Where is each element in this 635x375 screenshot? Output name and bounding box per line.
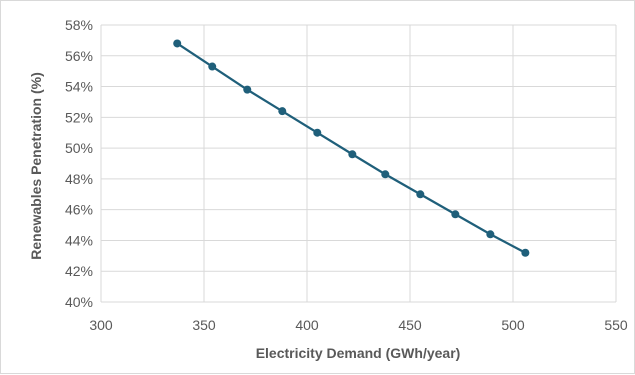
data-series [173, 39, 530, 257]
x-tick-label: 450 [398, 317, 422, 333]
data-point [381, 170, 390, 179]
x-tick-label: 350 [192, 317, 216, 333]
y-tick-label: 50% [65, 140, 93, 156]
y-tick-label: 46% [65, 202, 93, 218]
x-tick-label: 400 [295, 317, 319, 333]
data-point [313, 128, 322, 137]
data-point [243, 85, 252, 94]
data-point [451, 210, 460, 219]
x-axis-title: Electricity Demand (GWh/year) [256, 345, 461, 361]
y-tick-label: 58% [65, 17, 93, 33]
gridlines [100, 24, 617, 303]
x-tick-label: 550 [604, 317, 628, 333]
data-point [521, 248, 530, 257]
data-point [486, 230, 495, 239]
data-point [348, 150, 357, 159]
y-tick-label: 54% [65, 79, 93, 95]
y-tick-label: 56% [65, 48, 93, 64]
x-tick-label: 500 [501, 317, 525, 333]
x-tick-labels: 300 350 400 450 500 550 [89, 317, 628, 333]
y-tick-label: 40% [65, 294, 93, 310]
x-tick-label: 300 [89, 317, 113, 333]
data-point [208, 62, 217, 71]
y-tick-label: 48% [65, 171, 93, 187]
data-point [416, 190, 425, 199]
data-point [278, 107, 287, 116]
y-axis-title: Renewables Penetration (%) [28, 72, 44, 260]
data-point [173, 39, 182, 48]
y-tick-label: 52% [65, 109, 93, 125]
y-tick-label: 42% [65, 263, 93, 279]
y-tick-label: 44% [65, 232, 93, 248]
y-tick-labels: 40% 42% 44% 46% 48% 50% 52% 54% 56% 58% [65, 17, 93, 310]
